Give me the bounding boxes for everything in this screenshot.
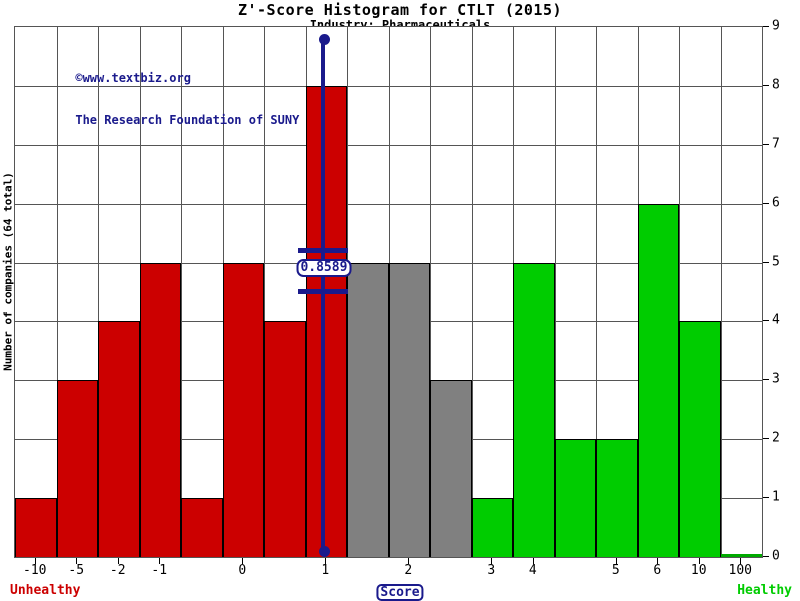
y-axis-tick [763,202,769,204]
x-axis-tick [325,558,327,564]
y-axis-tick [763,556,769,557]
y-axis-tick-label: 7 [772,136,780,152]
y-axis-tick-label: 4 [772,312,780,328]
x-axis-tick-label: 5 [611,563,620,578]
page-title: Z'-Score Histogram for CTLT (2015) [237,1,563,19]
healthy-label: Healthy [737,583,792,598]
zero-baseline [720,554,762,557]
x-axis-tick-label: -1 [151,563,168,578]
grid-line-vertical [471,27,473,557]
y-axis-tick [763,84,769,86]
y-axis-tick-label: 1 [772,489,780,505]
score-marker-line [320,39,325,551]
x-axis-tick [532,558,534,564]
histogram-bar [181,498,223,557]
x-axis-tick [491,558,493,564]
histogram-bar [596,439,638,557]
x-axis-tick [615,558,617,564]
y-axis-tick-label: 2 [772,430,780,446]
x-axis-tick-label: 6 [653,563,662,578]
y-axis-tick [763,261,769,263]
score-marker-dot-bottom [319,546,331,557]
histogram-bar [222,262,264,557]
x-axis-tick [159,558,161,564]
grid-line-horizontal [15,203,762,205]
watermark: ©www.textbiz.org The Research Foundation… [32,57,299,141]
watermark-line-2: The Research Foundation of SUNY [75,113,300,127]
grid-line-horizontal [15,144,762,146]
histogram-bar [264,321,306,557]
histogram-bar [15,498,57,557]
x-axis-tick [657,558,659,564]
x-axis-tick-label: 3 [487,563,496,578]
grid-line-vertical [264,27,265,557]
histogram-bar [679,321,721,557]
x-axis-tick [34,558,36,564]
histogram-bar [388,262,430,557]
grid-line-horizontal [15,85,762,87]
x-axis-tick-label: 2 [404,563,413,578]
grid-line-vertical [720,27,722,557]
grid-line-vertical [430,27,431,557]
x-axis-tick-label: 0 [238,563,247,578]
x-axis-tick-label: 10 [690,563,707,578]
y-axis-tick-label: 3 [772,371,780,387]
histogram-bar [139,262,181,557]
x-axis-tick-label: 4 [528,563,537,578]
x-axis-tick-label: 1 [321,563,330,578]
y-axis-tick-label: 8 [772,77,780,93]
histogram-bar [430,380,472,557]
grid-line-vertical [98,27,99,557]
histogram-bar [347,262,389,557]
y-axis-tick [763,320,769,322]
histogram-bar [637,203,679,557]
x-axis-tick-label: -5 [68,563,85,578]
watermark-line-1: ©www.textbiz.org [75,71,191,85]
x-axis-tick-label: -2 [109,563,126,578]
x-axis-tick-label: 100 [728,563,752,578]
y-axis-tick [763,438,769,440]
score-marker-cap-bottom [297,289,348,295]
grid-line-vertical [181,27,182,557]
x-axis-tick [408,558,410,564]
y-axis-tick-label: 0 [772,548,780,564]
y-axis-title: Number of companies (64 total) [1,172,15,371]
grid-line-vertical [56,27,58,557]
y-axis-tick-label: 5 [772,254,780,270]
histogram-bar [471,498,513,557]
score-marker-dot-top [319,34,331,45]
plot-area: ©www.textbiz.org The Research Foundation… [14,26,763,558]
grid-line-vertical [679,27,680,557]
y-axis-tick [763,143,769,145]
histogram-bar [554,439,596,557]
grid-line-vertical [596,27,597,557]
x-axis-tick-label: -10 [23,563,47,578]
y-axis-tick-label: 6 [772,195,780,211]
unhealthy-label: Unhealthy [10,583,81,598]
y-axis-tick [763,26,769,27]
grid-line-vertical [554,27,556,557]
x-axis-tick [76,558,78,564]
y-axis-tick-label: 9 [772,18,780,34]
y-axis-tick [763,497,769,499]
x-axis-title: Score [376,584,424,601]
histogram-bar [56,380,98,557]
histogram-bar [513,262,555,557]
y-axis-tick [763,379,769,381]
histogram-bar [305,85,347,557]
score-value-label: 0.8589 [296,259,352,278]
x-axis-tick [242,558,244,564]
x-axis-tick [117,558,119,564]
x-axis-tick [698,558,700,564]
x-axis-tick [740,558,742,564]
score-marker-cap-top [297,247,348,253]
histogram-bar [98,321,140,557]
